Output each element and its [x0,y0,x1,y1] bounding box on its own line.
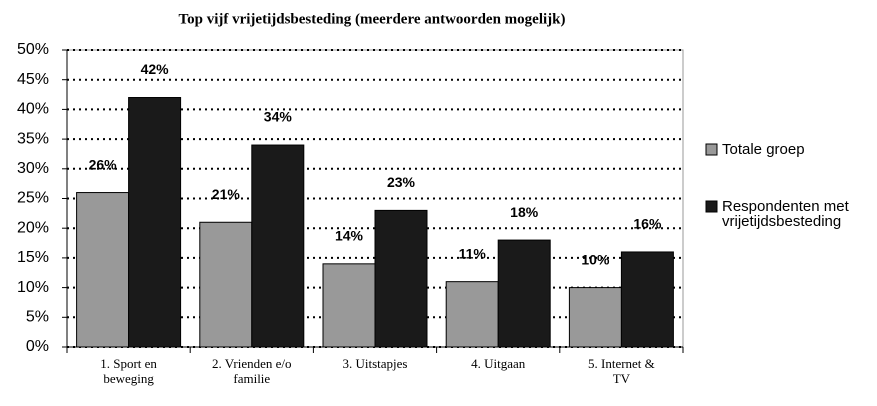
value-label: 23% [387,174,416,190]
y-tick-label: 30% [17,160,49,177]
value-label: 18% [510,204,539,220]
y-tick-label: 40% [17,101,49,118]
bar [620,251,674,348]
legend-label: Respondenten met vrijetijdsbesteding [722,198,850,230]
legend-swatch [705,143,718,156]
y-tick-label: 0% [26,338,49,355]
legend-swatch [705,200,718,213]
bar [251,144,305,348]
value-label: 16% [633,216,662,232]
y-tick-label: 50% [17,41,49,58]
bar [497,239,551,348]
y-tick-label: 35% [17,130,49,147]
y-tick-label: 25% [17,190,49,207]
y-tick-label: 15% [17,249,49,266]
value-label: 42% [141,61,170,77]
value-label: 34% [264,109,293,125]
y-tick-label: 20% [17,219,49,236]
bar [322,263,376,348]
bar [76,192,130,348]
legend-label: Totale groep [722,141,805,158]
y-tick-label: 45% [17,71,49,88]
value-label: 10% [581,251,610,267]
x-tick-label: 5. Internet & TV [588,356,655,386]
x-tick-label: 1. Sport en beweging [100,356,157,386]
y-tick-label: 5% [26,309,49,326]
value-label: 14% [335,228,364,244]
y-tick-label: 10% [17,279,49,296]
x-tick-label: 2. Vrienden e/o familie [212,356,292,386]
bar [374,209,428,348]
bar [199,221,253,348]
bar [445,281,499,348]
x-tick-label: 4. Uitgaan [471,356,526,371]
bar [128,97,182,348]
chart-title: Top vijf vrijetijdsbesteding (meerdere a… [178,11,565,27]
value-label: 11% [459,245,487,261]
value-label: 26% [89,156,118,172]
x-tick-label: 3. Uitstapjes [343,356,408,371]
value-label: 21% [212,186,241,202]
bar [568,287,622,348]
